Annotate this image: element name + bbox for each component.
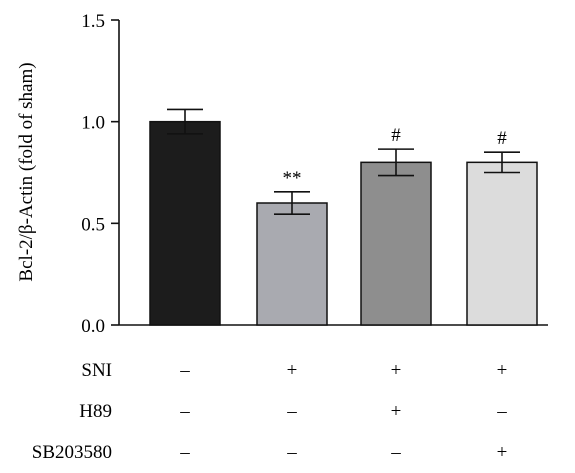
condition-sign: – xyxy=(179,360,190,381)
condition-label: H89 xyxy=(79,401,112,422)
condition-label: SB203580 xyxy=(32,442,112,463)
significance-marker: ** xyxy=(283,168,302,189)
y-axis-title: Bcl-2/β-Actin (fold of sham) xyxy=(16,62,37,281)
condition-sign: – xyxy=(286,401,297,422)
condition-sign: + xyxy=(391,401,402,422)
bars: ** # # xyxy=(149,108,538,326)
condition-sign: – xyxy=(286,442,297,463)
y-tick-label: 0.0 xyxy=(81,316,105,337)
condition-sign: + xyxy=(497,442,508,463)
error-bar xyxy=(378,148,414,177)
y-tick-label: 0.5 xyxy=(81,214,105,235)
y-tick-label: 1.5 xyxy=(81,11,105,32)
bar xyxy=(256,202,328,326)
bar xyxy=(466,161,538,326)
condition-table: SNI – + + + H89 – – + – SB203580 – – – + xyxy=(32,360,508,463)
condition-sign: – xyxy=(496,401,507,422)
condition-sign: + xyxy=(497,360,508,381)
error-bar xyxy=(274,191,310,215)
error-bar xyxy=(167,108,203,135)
significance-marker: # xyxy=(391,125,401,146)
error-bar xyxy=(484,151,520,174)
bar xyxy=(360,161,432,326)
condition-sign: + xyxy=(391,360,402,381)
bar xyxy=(149,120,221,326)
condition-label: SNI xyxy=(81,360,112,381)
condition-sign: – xyxy=(179,442,190,463)
significance-marker: # xyxy=(497,128,507,149)
condition-sign: – xyxy=(390,442,401,463)
condition-sign: + xyxy=(287,360,298,381)
condition-sign: – xyxy=(179,401,190,422)
y-tick-label: 1.0 xyxy=(81,113,105,134)
